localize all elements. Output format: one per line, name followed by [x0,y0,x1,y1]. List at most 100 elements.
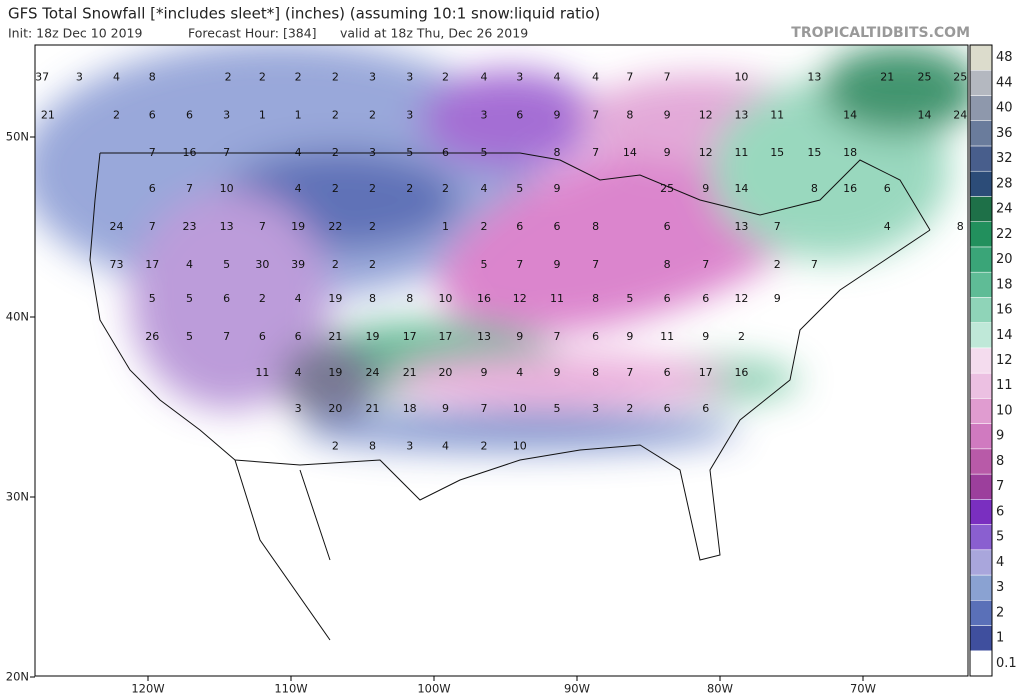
snow-value: 14 [623,146,637,159]
snow-value: 18 [843,146,857,159]
colorbar-label: 9 [996,429,1004,444]
snow-value: 7 [481,402,488,415]
snow-value: 5 [481,146,488,159]
snow-value: 7 [516,258,523,271]
snow-value: 6 [553,220,560,233]
snow-value: 6 [516,108,523,121]
snow-value: 9 [442,402,449,415]
snow-value: 39 [291,258,305,271]
snow-value: 7 [223,330,230,343]
snow-value: 8 [592,292,599,305]
colorbar-cell [969,423,993,450]
snow-value: 13 [220,220,234,233]
snow-value: 3 [369,146,376,159]
snow-value: 4 [186,258,193,271]
snow-value: 6 [664,292,671,305]
snow-value: 10 [734,71,748,84]
snow-value: 37 [35,71,49,84]
init: Init: 18z Dec 10 2019 [8,26,143,41]
snow-value: 8 [149,71,156,84]
snow-value: 3 [76,71,83,84]
snow-value: 4 [516,366,523,379]
colorbar-cell [969,499,993,525]
snow-value: 8 [664,258,671,271]
colorbar-label: 20 [996,252,1013,267]
colorbar-frame [969,44,993,677]
lon-label: 110W [274,682,307,696]
snow-value: 11 [255,366,269,379]
forecast-hour: Forecast Hour: [384] [188,26,317,41]
colorbar-cell [969,398,993,424]
snow-value: 2 [332,71,339,84]
snow-value: 24 [110,220,124,233]
colorbar-cell [969,650,993,677]
snow-value: 23 [182,220,196,233]
colorbar-label: 12 [996,353,1013,368]
snow-value: 24 [366,366,380,379]
lon-label: 100W [417,682,450,696]
colorbar-label: 24 [996,202,1013,217]
snow-field [35,45,968,450]
snow-value: 3 [406,440,413,453]
snow-value: 11 [734,146,748,159]
snow-value: 5 [149,292,156,305]
snow-value: 6 [149,182,156,195]
snow-value: 8 [626,108,633,121]
snow-value: 2 [369,220,376,233]
snow-value: 21 [880,71,894,84]
snow-value: 2 [225,71,232,84]
snow-value: 7 [592,146,599,159]
snow-value: 6 [295,330,302,343]
snow-value: 8 [592,366,599,379]
snow-value: 3 [295,402,302,415]
snow-value: 2 [113,108,120,121]
snow-value: 2 [259,292,266,305]
snow-value: 7 [259,220,266,233]
colorbar-label: 0.1 [996,656,1017,671]
snow-value: 4 [113,71,120,84]
snow-value: 7 [702,258,709,271]
snow-value: 8 [957,220,964,233]
snow-value: 9 [553,258,560,271]
snow-value: 3 [481,108,488,121]
colorbar-cell [969,170,993,197]
snow-value: 7 [626,366,633,379]
snow-value: 5 [186,292,193,305]
snow-value: 4 [295,146,302,159]
snow-value: 9 [664,146,671,159]
snow-value: 7 [774,220,781,233]
snow-value: 7 [592,258,599,271]
snow-value: 7 [149,220,156,233]
snow-value: 8 [369,292,376,305]
colorbar-cell [969,44,993,71]
snow-value: 3 [406,108,413,121]
snow-value: 12 [699,146,713,159]
snow-value: 6 [664,220,671,233]
snow-value: 18 [403,402,417,415]
snow-value: 7 [553,330,560,343]
snow-value: 5 [406,146,413,159]
snow-value: 19 [366,330,380,343]
colorbar-label: 5 [996,530,1004,545]
boundaries [89,152,931,641]
snow-value: 2 [442,71,449,84]
snow-value: 13 [477,330,491,343]
colorbar-cell [969,524,993,551]
snow-value: 21 [41,108,55,121]
snow-value: 4 [295,182,302,195]
snow-value: 11 [660,330,674,343]
snow-value: 14 [734,182,748,195]
colorbar-cell [969,473,993,500]
colorbar-cell [969,322,993,349]
colorbar-cell [969,196,993,222]
snow-value: 9 [702,330,709,343]
snow-value: 6 [702,292,709,305]
snow-value: 10 [513,440,527,453]
snow-value: 6 [664,366,671,379]
colorbar-label: 40 [996,101,1013,116]
colorbar-label: 36 [996,126,1013,141]
colorbar-label: 6 [996,504,1004,519]
lat-label: 30N [6,490,29,504]
snow-value: 16 [182,146,196,159]
snow-value: 2 [332,440,339,453]
